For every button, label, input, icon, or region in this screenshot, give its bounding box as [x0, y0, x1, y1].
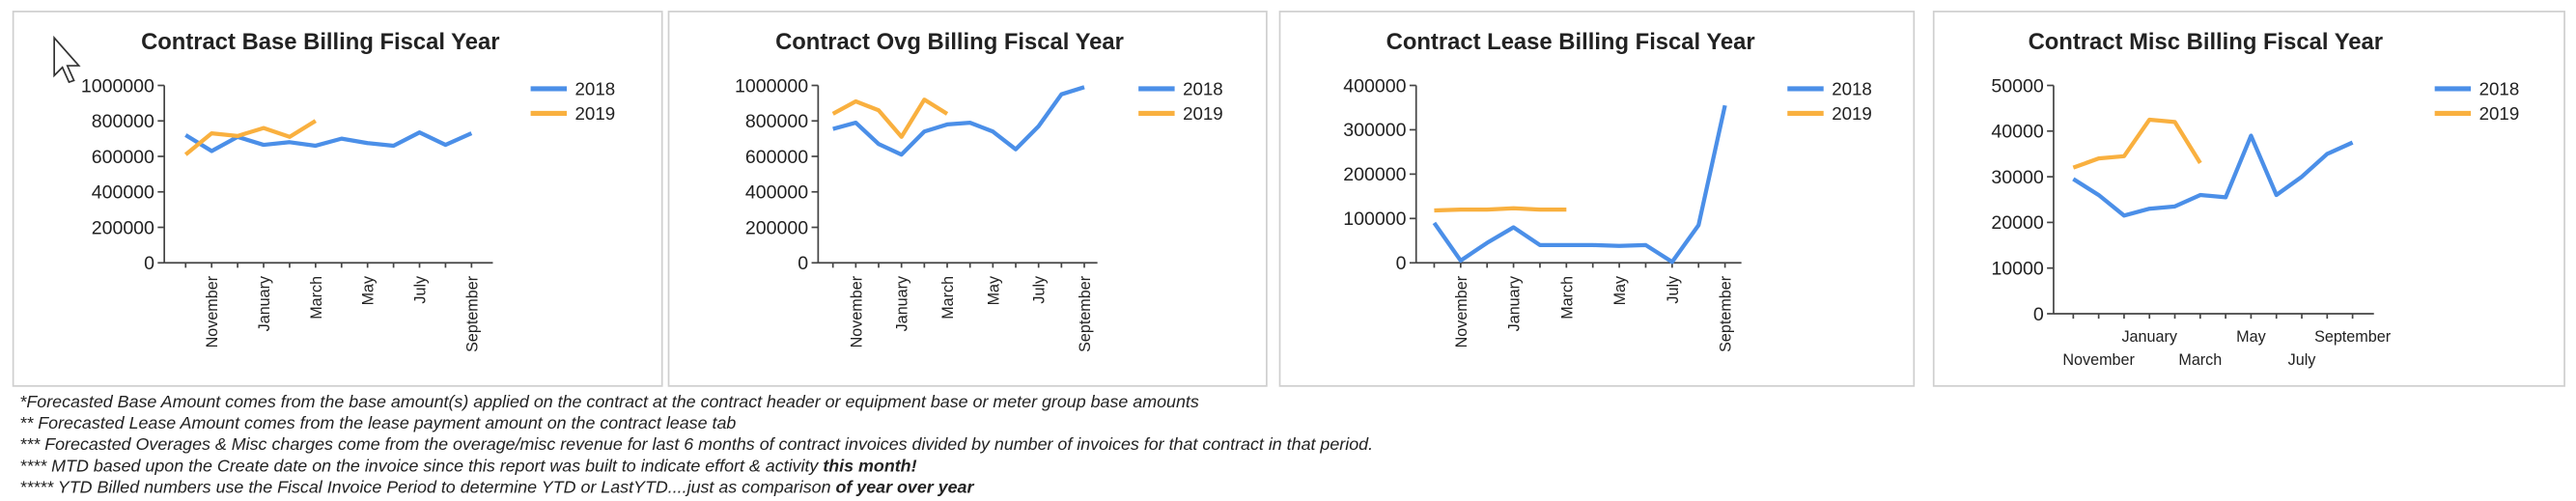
y-tick-label: 200000: [92, 217, 154, 238]
x-tick-label: November: [204, 275, 221, 348]
legend-label: 2019: [2479, 103, 2520, 124]
legend-label: 2018: [575, 79, 616, 99]
x-tick-label: January: [1506, 275, 1524, 331]
y-tick-label: 0: [2033, 304, 2044, 325]
x-tick-label: May: [1611, 275, 1629, 305]
x-tick-label: November: [848, 275, 865, 348]
y-tick-label: 10000: [1991, 259, 2043, 280]
chart-panel: [667, 11, 1268, 387]
chart-panel: [1932, 11, 2565, 387]
legend-label: 2019: [1183, 103, 1223, 124]
chart-panel: [1278, 11, 1916, 387]
series-line: [1432, 104, 1727, 264]
y-tick-label: 1000000: [735, 75, 808, 97]
y-tick-label: 20000: [1991, 212, 2043, 234]
series-line: [2072, 133, 2354, 218]
y-tick-label: 1000000: [81, 75, 154, 97]
x-tick-label: January: [894, 275, 911, 331]
footnote-emphasis: this month!: [823, 456, 916, 475]
x-tick-label: May: [2236, 328, 2266, 346]
y-tick-label: 200000: [745, 217, 808, 238]
y-tick-label: 200000: [1343, 164, 1406, 185]
chart-title: Contract Lease Billing Fiscal Year: [1386, 29, 1755, 55]
legend-label: 2019: [575, 103, 616, 124]
legend-label: 2018: [1832, 79, 1872, 99]
footnote-text: ***** YTD Billed numbers use the Fiscal …: [19, 477, 835, 496]
footnote-text: *** Forecasted Overages & Misc charges c…: [19, 434, 1373, 454]
y-tick-label: 30000: [1991, 167, 2043, 188]
y-tick-label: 0: [144, 253, 154, 274]
chart-panel: [12, 11, 663, 387]
y-tick-label: 600000: [745, 147, 808, 168]
y-tick-label: 300000: [1343, 120, 1406, 141]
footnote-text: ** Forecasted Lease Amount comes from th…: [19, 413, 736, 432]
x-tick-label: July: [411, 275, 429, 304]
legend-label: 2018: [1183, 79, 1223, 99]
footnote: *Forecasted Base Amount comes from the b…: [19, 392, 1198, 411]
y-tick-label: 100000: [1343, 209, 1406, 230]
y-tick-label: 800000: [92, 111, 154, 132]
x-tick-label: July: [1031, 275, 1049, 304]
x-tick-label: March: [1558, 276, 1576, 320]
x-tick-label: March: [939, 276, 957, 320]
footnote-text: **** MTD based upon the Create date on t…: [19, 456, 823, 475]
y-tick-label: 800000: [745, 111, 808, 132]
y-tick-label: 600000: [92, 147, 154, 168]
y-tick-label: 400000: [92, 182, 154, 204]
x-tick-label: March: [2178, 351, 2222, 369]
legend-label: 2019: [1832, 103, 1872, 124]
x-tick-label: September: [1718, 275, 1735, 352]
series-line: [183, 119, 317, 156]
x-tick-label: November: [1453, 275, 1470, 348]
footnote-emphasis: of year over year: [835, 477, 974, 496]
series-line: [1434, 206, 1567, 213]
y-tick-label: 50000: [1991, 75, 2043, 97]
x-tick-label: September: [463, 275, 481, 352]
y-tick-label: 0: [798, 253, 808, 274]
x-tick-label: September: [2314, 328, 2392, 346]
footnote: ** Forecasted Lease Amount comes from th…: [19, 413, 736, 432]
x-tick-label: May: [360, 275, 378, 305]
chart-title: Contract Base Billing Fiscal Year: [141, 29, 499, 55]
series-line: [832, 85, 1085, 157]
mouse-cursor: [53, 35, 81, 84]
x-tick-label: May: [985, 275, 1002, 305]
x-tick-label: November: [2062, 351, 2135, 369]
chart-title: Contract Ovg Billing Fiscal Year: [775, 29, 1124, 55]
series-line: [2072, 117, 2202, 170]
x-tick-label: January: [256, 275, 273, 331]
x-tick-label: July: [2288, 351, 2317, 369]
series-line: [184, 130, 473, 153]
y-tick-label: 0: [1396, 253, 1407, 274]
x-tick-label: January: [2121, 328, 2177, 346]
x-tick-label: September: [1077, 275, 1094, 352]
y-tick-label: 40000: [1991, 122, 2043, 143]
footnote: ***** YTD Billed numbers use the Fiscal …: [19, 477, 974, 496]
x-tick-label: March: [308, 276, 325, 320]
y-tick-label: 400000: [745, 182, 808, 204]
footnote: **** MTD based upon the Create date on t…: [19, 456, 916, 475]
footnote-text: *Forecasted Base Amount comes from the b…: [19, 392, 1198, 411]
legend-label: 2018: [2479, 79, 2520, 99]
x-tick-label: July: [1665, 275, 1682, 304]
chart-title: Contract Misc Billing Fiscal Year: [2029, 29, 2383, 55]
y-tick-label: 400000: [1343, 75, 1406, 97]
series-line: [831, 97, 949, 139]
footnote: *** Forecasted Overages & Misc charges c…: [19, 434, 1373, 454]
